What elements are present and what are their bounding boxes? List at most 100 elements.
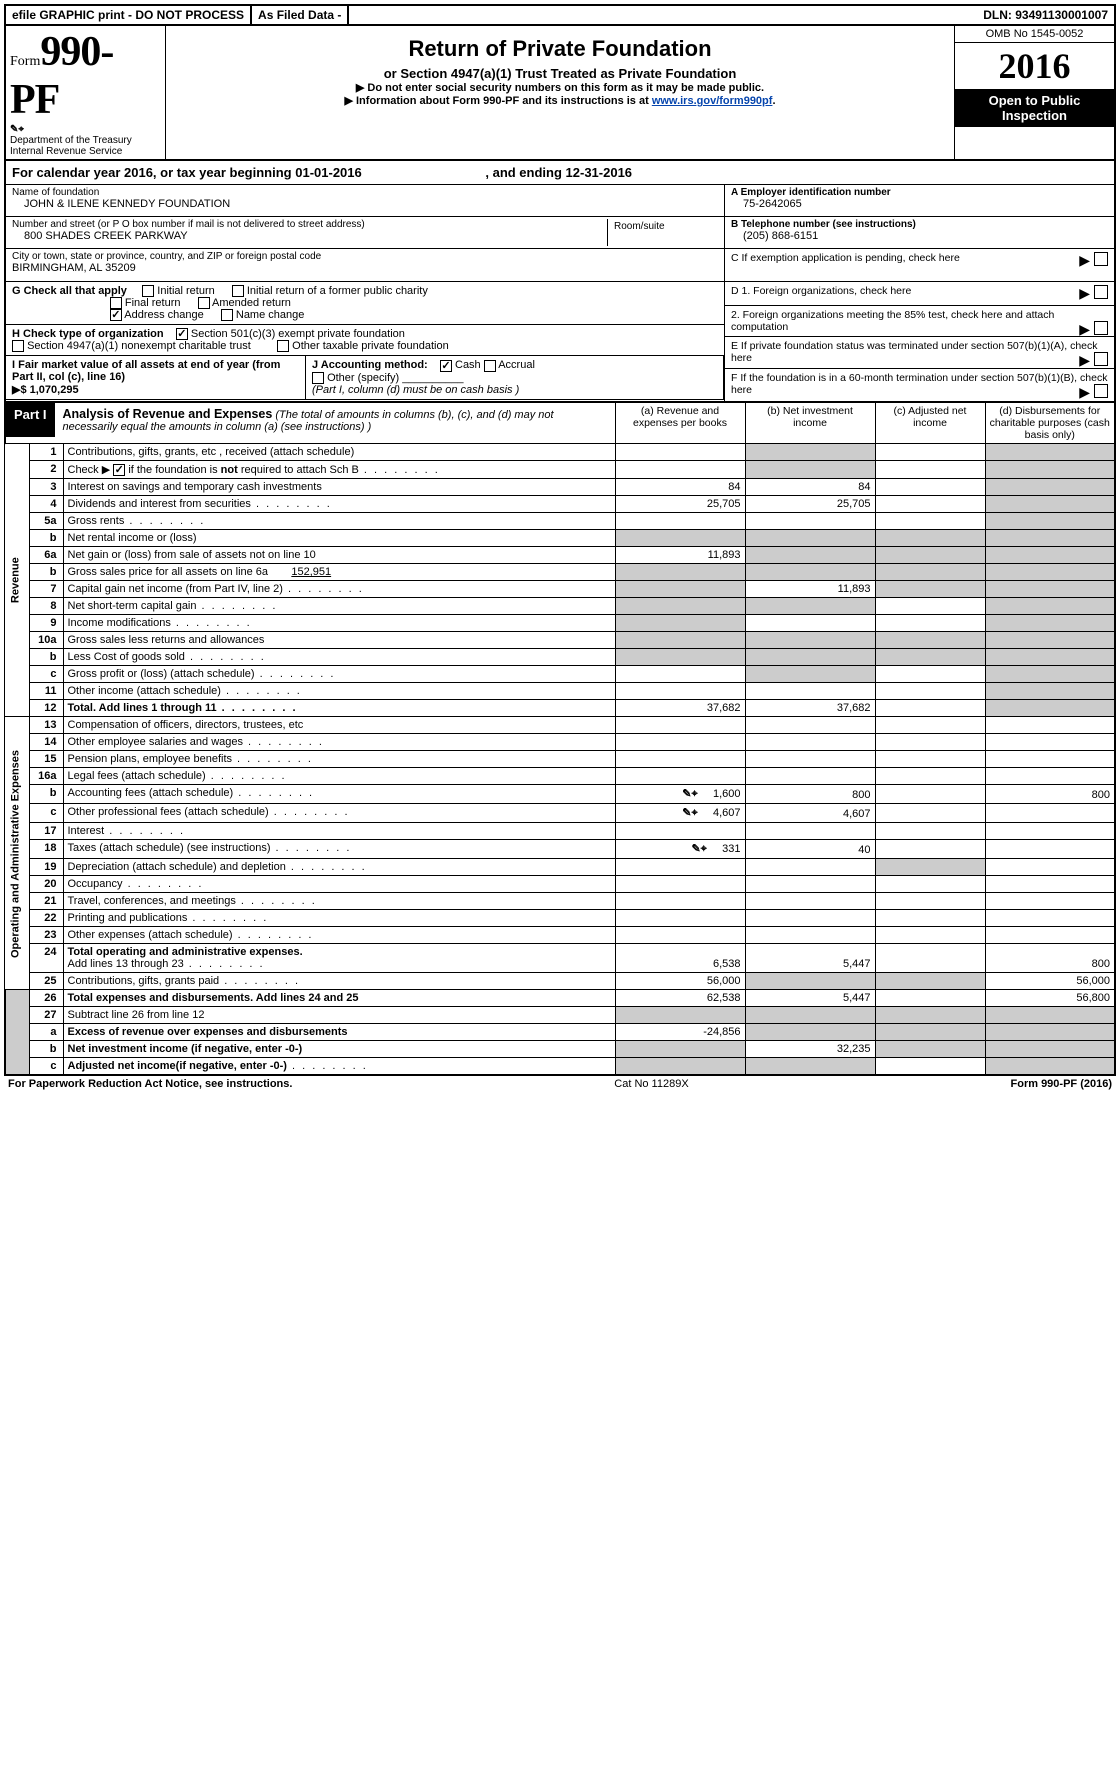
d1-checkbox[interactable] [1094, 285, 1108, 299]
f-label: F If the foundation is in a 60-month ter… [731, 372, 1107, 396]
line-4: Dividends and interest from securities [68, 498, 251, 510]
e-checkbox[interactable] [1094, 352, 1108, 366]
chk-cash[interactable] [440, 360, 452, 372]
line-27a: Excess of revenue over expenses and disb… [63, 1024, 615, 1041]
attach-icon[interactable]: ✎⌖ [691, 843, 706, 855]
note-2-pre: ▶ Information about Form 990-PF and its … [344, 95, 651, 107]
room-label: Room/suite [614, 221, 712, 232]
expenses-section-label: Operating and Administrative Expenses [5, 717, 29, 990]
l18-b: 40 [745, 840, 875, 859]
chk-other-acct[interactable] [312, 372, 324, 384]
chk-accrual[interactable] [484, 360, 496, 372]
city-label: City or town, state or province, country… [12, 251, 718, 262]
e-label: E If private foundation status was termi… [731, 340, 1098, 364]
line-10c: Gross profit or (loss) (attach schedule) [68, 668, 255, 680]
part1-table: Part I Analysis of Revenue and Expenses … [4, 402, 1116, 1076]
c-checkbox[interactable] [1094, 252, 1108, 266]
form-number: 990-PF [10, 29, 113, 123]
line-16b: Accounting fees (attach schedule) [68, 787, 234, 799]
g-label: G Check all that apply [12, 285, 127, 297]
tax-year: 2016 [955, 43, 1114, 89]
line-11: Other income (attach schedule) [68, 685, 221, 697]
efile-icon: ✎⌖ [10, 124, 161, 135]
line-24: Total operating and administrative expen… [68, 946, 303, 958]
l24b-b: 5,447 [745, 944, 875, 973]
line-8: Net short-term capital gain [68, 600, 197, 612]
cal-mid: , and ending [485, 165, 565, 180]
city-value: BIRMINGHAM, AL 35209 [12, 262, 718, 274]
line-21: Travel, conferences, and meetings [68, 895, 236, 907]
j-label: J Accounting method: [312, 359, 428, 371]
l16b-b: 800 [745, 785, 875, 804]
form-header: Form990-PF ✎⌖ Department of the Treasury… [4, 26, 1116, 161]
form-title: Return of Private Foundation [172, 36, 948, 62]
part1-title: Analysis of Revenue and Expenses [63, 407, 273, 421]
line-12: Total. Add lines 1 through 11 [68, 702, 217, 714]
line-27c: Adjusted net income(if negative, enter -… [68, 1060, 287, 1072]
footer-left: For Paperwork Reduction Act Notice, see … [8, 1078, 292, 1090]
note-1: ▶ Do not enter social security numbers o… [172, 81, 948, 94]
chk-name[interactable] [221, 309, 233, 321]
line-7: Capital gain net income (from Part IV, l… [68, 583, 283, 595]
irs-link[interactable]: www.irs.gov/form990pf [652, 95, 773, 107]
j-note: (Part I, column (d) must be on cash basi… [312, 384, 519, 396]
l25-a: 56,000 [615, 973, 745, 990]
line-14: Other employee salaries and wages [68, 736, 243, 748]
i-label: I Fair market value of all assets at end… [12, 359, 280, 383]
chk-schb[interactable] [113, 464, 125, 476]
d2-label: 2. Foreign organizations meeting the 85%… [731, 309, 1054, 333]
open-public-badge: Open to Public Inspection [955, 89, 1114, 127]
attach-icon[interactable]: ✎⌖ [682, 788, 697, 800]
col-c-header: (c) Adjusted net income [875, 403, 985, 444]
cal-begin: 01-01-2016 [295, 165, 362, 180]
street-address: 800 SHADES CREEK PARKWAY [12, 230, 607, 242]
chk-501c3[interactable] [176, 328, 188, 340]
chk-amended[interactable] [198, 297, 210, 309]
l25-d: 56,000 [985, 973, 1115, 990]
l4-a: 25,705 [615, 496, 745, 513]
attach-icon[interactable]: ✎⌖ [682, 807, 697, 819]
chk-initial-former[interactable] [232, 285, 244, 297]
info-section: Name of foundation JOHN & ILENE KENNEDY … [4, 185, 1116, 282]
l27a-a: -24,856 [615, 1024, 745, 1041]
l16c-a: 4,607 [713, 807, 741, 819]
line-25: Contributions, gifts, grants paid [68, 975, 220, 987]
phone-label: B Telephone number (see instructions) [731, 219, 1108, 230]
h-label: H Check type of organization [12, 328, 164, 340]
footer-right: Form 990-PF (2016) [1011, 1078, 1113, 1090]
line-5a: Gross rents [68, 515, 125, 527]
dln-label: DLN: 93491130001007 [977, 6, 1114, 24]
l26-b: 5,447 [745, 990, 875, 1007]
l3-b: 84 [745, 479, 875, 496]
d2-checkbox[interactable] [1094, 321, 1108, 335]
line-2: Check ▶ if the foundation is not require… [63, 461, 615, 479]
line-10b: Less Cost of goods sold [68, 651, 185, 663]
checks-section: G Check all that apply Initial return In… [4, 282, 1116, 402]
chk-final[interactable] [110, 297, 122, 309]
line-13: Compensation of officers, directors, tru… [63, 717, 615, 734]
chk-4947[interactable] [12, 340, 24, 352]
line-17: Interest [68, 825, 105, 837]
footer-mid: Cat No 11289X [614, 1078, 688, 1090]
top-bar: efile GRAPHIC print - DO NOT PROCESS As … [4, 4, 1116, 26]
l27b-b: 32,235 [745, 1041, 875, 1058]
addr-label: Number and street (or P O box number if … [12, 219, 607, 230]
line-19: Depreciation (attach schedule) and deple… [68, 861, 286, 873]
line-27b: Net investment income (if negative, ente… [68, 1043, 303, 1055]
l24b-d: 800 [985, 944, 1115, 973]
f-checkbox[interactable] [1094, 384, 1108, 398]
col-b-header: (b) Net investment income [745, 403, 875, 444]
form-prefix: Form [10, 54, 40, 69]
line-23: Other expenses (attach schedule) [68, 929, 233, 941]
chk-address[interactable] [110, 309, 122, 321]
chk-initial[interactable] [142, 285, 154, 297]
chk-other-tax[interactable] [277, 340, 289, 352]
c-label: C If exemption application is pending, c… [731, 252, 960, 264]
line-26: Total expenses and disbursements. Add li… [63, 990, 615, 1007]
line-16c: Other professional fees (attach schedule… [68, 806, 269, 818]
l16c-b: 4,607 [745, 804, 875, 823]
col-a-header: (a) Revenue and expenses per books [615, 403, 745, 444]
line-15: Pension plans, employee benefits [68, 753, 233, 765]
line-1: Contributions, gifts, grants, etc , rece… [63, 444, 615, 461]
l6a-a: 11,893 [615, 547, 745, 564]
